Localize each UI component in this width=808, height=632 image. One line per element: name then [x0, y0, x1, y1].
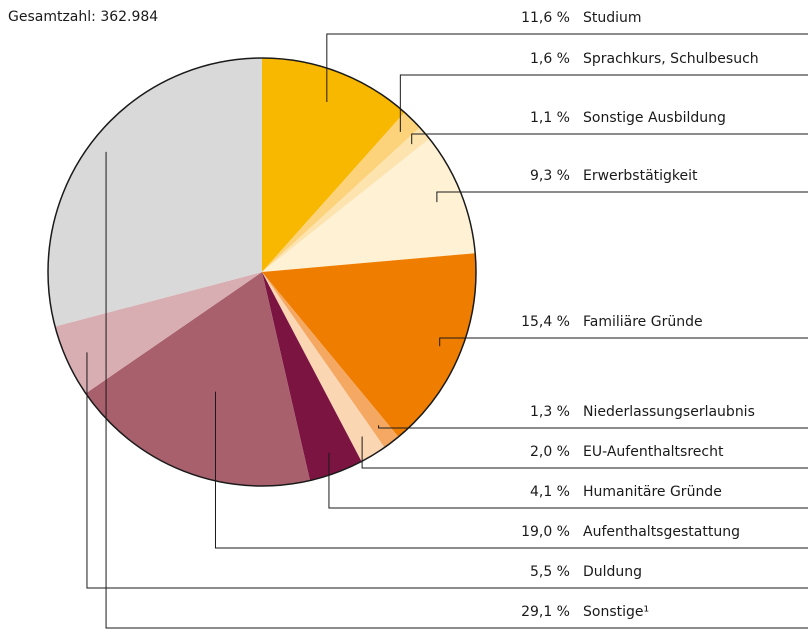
leader-line [86, 352, 808, 589]
category-label: Sonstige Ausbildung [583, 110, 726, 126]
leader-line [328, 452, 808, 509]
category-label: Familiäre Gründe [583, 314, 703, 330]
value-label: 1,1 % [530, 110, 570, 126]
pie-slice [262, 272, 362, 481]
category-label: Niederlassungserlaubnis [583, 404, 755, 420]
pie-slice [262, 272, 385, 462]
category-label: Humanitäre Gründe [583, 484, 722, 500]
pie-slice [262, 272, 399, 448]
pie-slice [55, 272, 263, 394]
leader-line [105, 151, 808, 629]
leader-line [399, 74, 808, 132]
value-label: 29,1 % [521, 604, 570, 620]
leader-line [436, 191, 808, 203]
value-label: 5,5 % [530, 564, 570, 580]
value-label: 2,0 % [530, 444, 570, 460]
value-label: 11,6 % [521, 10, 570, 26]
pie-slice [85, 272, 310, 486]
pie-slice [262, 127, 430, 272]
value-label: 9,3 % [530, 168, 570, 184]
category-label: Studium [583, 10, 642, 26]
category-label: Sonstige¹ [583, 604, 649, 620]
pie-outline [47, 57, 477, 487]
leader-line [411, 133, 808, 145]
pie-slice [262, 58, 405, 272]
pie-slice [262, 138, 476, 272]
category-label: EU-Aufenthaltsrecht [583, 444, 724, 460]
category-label: Erwerbstätigkeit [583, 168, 698, 184]
pie-slice [48, 58, 263, 327]
leader-line [439, 337, 808, 347]
value-label: 1,3 % [530, 404, 570, 420]
leader-line [214, 391, 808, 549]
value-label: 1,6 % [530, 51, 570, 67]
value-label: 15,4 % [521, 314, 570, 330]
category-label: Sprachkurs, Schulbesuch [583, 51, 759, 67]
value-label: 19,0 % [521, 524, 570, 540]
category-label: Duldung [583, 564, 642, 580]
category-label: Aufenthaltsgestattung [583, 524, 740, 540]
leader-line [326, 33, 808, 103]
pie-slice [262, 112, 420, 272]
chart-title: Gesamtzahl: 362.984 [8, 9, 158, 25]
leader-line [378, 425, 808, 429]
leader-line [361, 436, 808, 469]
value-label: 4,1 % [530, 484, 570, 500]
pie-slice [262, 253, 476, 437]
